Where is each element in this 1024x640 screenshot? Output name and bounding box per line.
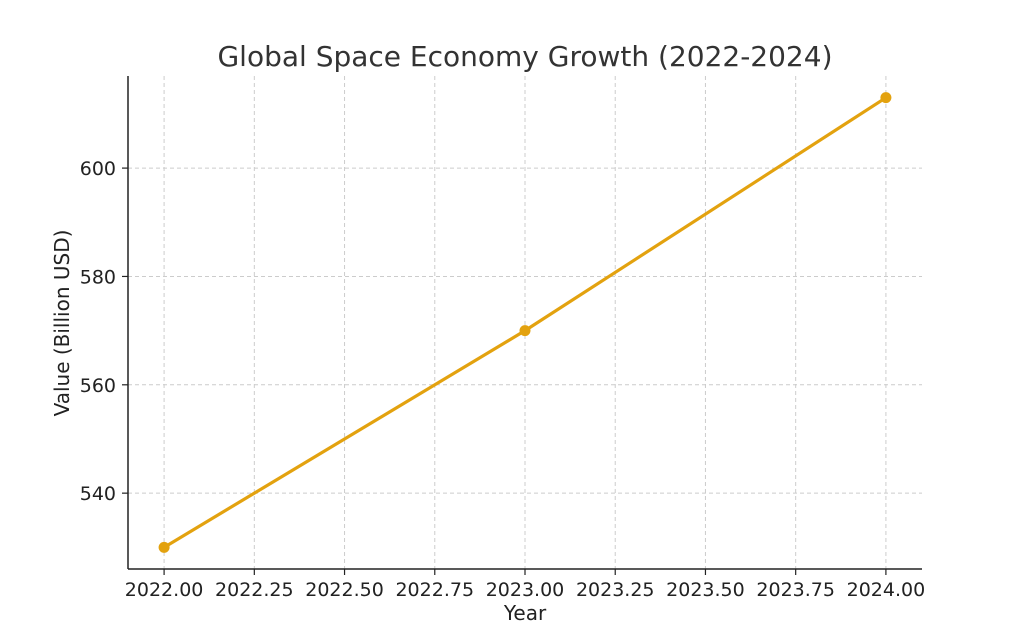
x-tick-label: 2022.25	[215, 579, 294, 601]
chart-title: Global Space Economy Growth (2022-2024)	[217, 40, 832, 73]
y-axis-label: Value (Billion USD)	[50, 230, 74, 417]
x-tick-label: 2023.50	[666, 579, 745, 601]
x-tick-label: 2022.50	[305, 579, 384, 601]
data-point	[880, 92, 892, 104]
y-tick-label: 560	[80, 375, 116, 397]
y-gridlines	[128, 167, 922, 494]
y-axis-ticks: 540 560 580 600	[80, 158, 128, 505]
x-gridlines	[163, 76, 887, 569]
y-tick-label: 600	[80, 158, 116, 180]
y-tick-label: 580	[80, 266, 116, 288]
x-tick-label: 2024.00	[847, 579, 926, 601]
series-group	[158, 92, 892, 553]
x-tick-label: 2023.25	[576, 579, 655, 601]
x-axis-label: Year	[503, 601, 547, 625]
y-tick-label: 540	[80, 483, 116, 505]
data-point	[158, 541, 170, 553]
x-tick-label: 2022.00	[125, 579, 204, 601]
data-point	[519, 325, 531, 337]
x-axis-ticks: 2022.00 2022.25 2022.50 2022.75 2023.00 2023.…	[125, 569, 925, 601]
x-tick-label: 2022.75	[395, 579, 474, 601]
x-tick-label: 2023.75	[756, 579, 835, 601]
x-tick-label: 2023.00	[486, 579, 565, 601]
